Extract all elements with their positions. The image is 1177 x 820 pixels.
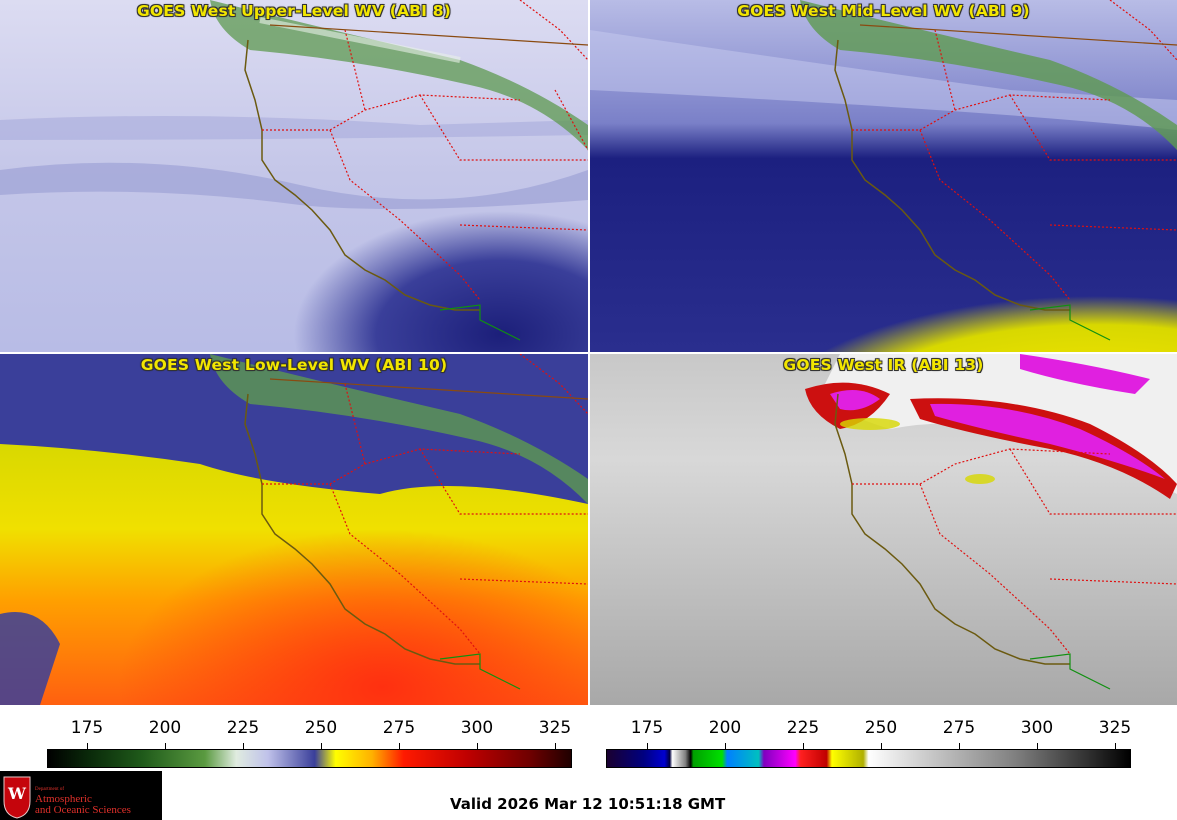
colorbar-tick-label: 225 (226, 718, 260, 738)
ir-cold-cloud-edges (840, 418, 995, 484)
panel-title: GOES West Mid-Level WV (ABI 9) (737, 2, 1030, 20)
logo-line-1: Atmospheric (35, 793, 92, 805)
panel-mid-level-wv: GOES West Mid-Level WV (ABI 9) (590, 0, 1177, 352)
colorbar-wv-gradient (47, 749, 572, 768)
colorbar-tick-label: 225 (786, 718, 820, 738)
colorbar-tick-label: 275 (382, 718, 416, 738)
colorbar-tick-label: 325 (1098, 718, 1132, 738)
colorbar-tick-label: 200 (148, 718, 182, 738)
state-borders (262, 0, 588, 301)
logo-crest-letter: W (8, 784, 26, 803)
aos-logo: W Department of Atmospheric and Oceanic … (0, 771, 162, 820)
logo-line-2: and Oceanic Sciences (35, 804, 131, 816)
logo-dept-line: Department of (35, 787, 65, 792)
panel-title: GOES West IR (ABI 13) (783, 356, 984, 374)
colorbar-tick-label: 175 (630, 718, 664, 738)
panel-title: GOES West Low-Level WV (ABI 10) (140, 356, 448, 374)
colorbar-ir-gradient (606, 749, 1131, 768)
coastline (244, 39, 480, 311)
upper-level-wv-image (0, 0, 588, 352)
colorbar-tick-label: 200 (708, 718, 742, 738)
colorbar-tick-label: 275 (942, 718, 976, 738)
colorbar-tick-label: 300 (1020, 718, 1054, 738)
ir-image (590, 354, 1177, 705)
uw-crest-icon (3, 776, 31, 819)
colorbar-tick-label: 175 (70, 718, 104, 738)
colorbar-tick-label: 250 (864, 718, 898, 738)
colorbar-tick-label: 250 (304, 718, 338, 738)
panel-upper-level-wv: GOES West Upper-Level WV (ABI 8) (0, 0, 588, 352)
mid-level-wv-image (590, 0, 1177, 352)
low-level-wv-image (0, 354, 588, 705)
colorbar-tick-label: 300 (460, 718, 494, 738)
valid-time: Valid 2026 Mar 12 10:51:18 GMT (450, 795, 726, 813)
colorbar-tick-label: 325 (538, 718, 572, 738)
panel-ir: GOES West IR (ABI 13) (590, 354, 1177, 705)
panel-low-level-wv: GOES West Low-Level WV (ABI 10) (0, 354, 588, 705)
panel-title: GOES West Upper-Level WV (ABI 8) (136, 2, 452, 20)
